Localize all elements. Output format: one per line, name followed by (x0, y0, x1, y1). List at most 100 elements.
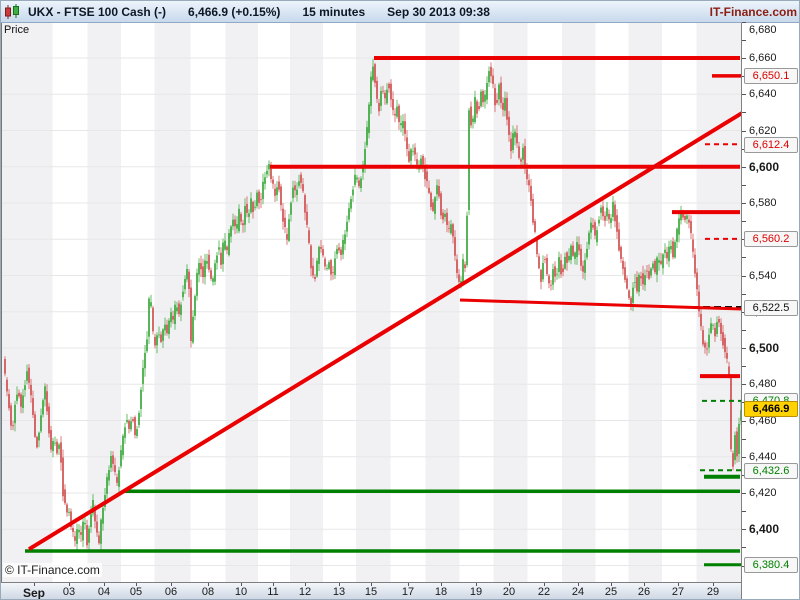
time-tick (611, 583, 612, 586)
time-tick (678, 583, 679, 586)
price-tick (742, 203, 746, 204)
price-tick (742, 221, 746, 223)
price-tick (742, 420, 746, 422)
price-badge-6,522.5: 6,522.5 (744, 299, 798, 316)
candlestick-canvas (2, 23, 742, 582)
time-tick (408, 583, 409, 586)
price-axis: 6,3806,4006,4206,4406,4606,4806,5006,520… (741, 21, 799, 599)
candlestick-icon (4, 3, 22, 20)
price-axis-label: 6,620 (749, 124, 777, 137)
price-axis-label: 6,580 (749, 197, 777, 209)
price-axis-label: 6,400 (749, 522, 780, 537)
time-tick (578, 583, 579, 586)
time-axis-label: 19 (469, 586, 483, 598)
time-axis-label: 18 (434, 586, 448, 598)
descending-trendline (459, 298, 742, 311)
time-tick (171, 583, 172, 586)
time-tick (104, 583, 105, 586)
time-tick (544, 583, 545, 586)
price-tick (742, 112, 746, 114)
time-tick (371, 583, 372, 586)
time-axis-label: 12 (298, 586, 312, 598)
price-tick (742, 293, 746, 295)
price-axis-label: 6,660 (749, 52, 777, 64)
time-axis-label: 25 (604, 586, 618, 598)
time-axis-label: 05 (129, 586, 143, 598)
copyright-watermark: © IT-Finance.com (3, 563, 102, 577)
time-axis-label: 26 (637, 586, 651, 598)
price-tick (742, 21, 746, 23)
time-tick (241, 583, 242, 586)
price-badge-6,650.1: 6,650.1 (744, 68, 798, 85)
price-tick (742, 438, 746, 440)
price-tick (742, 456, 746, 458)
time-axis-label: 03 (62, 586, 76, 598)
price-badge-6,380.4: 6,380.4 (744, 557, 798, 574)
price-axis-label: 6,680 (749, 24, 777, 36)
price-axis-label: 6,480 (749, 378, 777, 391)
price-badge-6,466.9: 6,466.9 (744, 400, 798, 417)
time-axis-label: 17 (401, 586, 415, 598)
price-axis-label: 6,640 (749, 88, 777, 101)
brand-label: IT-Finance.com (709, 4, 797, 19)
time-tick (208, 583, 209, 586)
time-axis-label: 15 (364, 586, 378, 598)
price-badge-6,612.4: 6,612.4 (744, 136, 798, 153)
time-tick (136, 583, 137, 586)
price-axis-title: Price (4, 24, 30, 36)
time-tick (34, 583, 35, 586)
last-quote: 6,466.9 (+0.15%) (188, 4, 281, 19)
price-axis-label: 6,420 (749, 487, 777, 499)
time-tick (644, 583, 645, 586)
time-axis-label: 24 (571, 586, 585, 598)
ascending-trendline (27, 110, 742, 551)
price-tick (742, 329, 746, 331)
time-tick (305, 583, 306, 586)
time-axis-label: 11 (267, 586, 279, 598)
price-tick (742, 184, 746, 186)
time-tick (441, 583, 442, 586)
price-axis-label: 6,440 (749, 450, 777, 463)
price-tick (742, 275, 746, 277)
price-badge-6,432.6: 6,432.6 (744, 462, 798, 479)
price-axis-label: 6,500 (749, 341, 780, 355)
price-axis-label: 6,460 (749, 414, 777, 427)
price-badge-6,560.2: 6,560.2 (744, 231, 798, 248)
price-tick (742, 547, 746, 549)
price-tick (742, 130, 746, 132)
time-axis-label: 22 (537, 586, 551, 598)
instrument-title: UKX - FTSE 100 Cash (-) (28, 4, 167, 19)
time-axis-label: 08 (201, 586, 215, 598)
price-axis-label: 6,600 (749, 159, 780, 174)
price-tick (742, 529, 746, 531)
price-tick (742, 257, 746, 259)
time-tick (69, 583, 70, 586)
time-tick (339, 583, 340, 586)
time-tick (713, 583, 714, 586)
time-tick (273, 583, 274, 586)
price-tick (742, 384, 746, 386)
time-axis-label: 13 (332, 586, 346, 598)
price-tick (742, 348, 746, 349)
time-tick (476, 583, 477, 586)
datetime-label: Sep 30 2013 09:38 (387, 4, 490, 19)
price-tick (742, 58, 746, 59)
time-axis-label: 10 (234, 586, 248, 598)
time-axis-label: 29 (706, 586, 720, 598)
price-axis-label: 6,540 (749, 269, 777, 282)
price-tick (742, 166, 746, 168)
chart-plot-area[interactable]: Price © IT-Finance.com (1, 23, 742, 582)
time-axis-label: 06 (164, 586, 178, 598)
time-axis-label: 04 (97, 586, 111, 598)
time-tick (509, 583, 510, 586)
price-tick (742, 493, 746, 494)
time-axis-label: 20 (502, 586, 516, 598)
time-axis-label: 27 (671, 586, 685, 598)
price-tick (742, 366, 746, 368)
time-axis: Sep 03 04 05 06 08 10 11 12 13 15 17 18 19 20 22 24 25 26 2… (1, 582, 741, 600)
time-axis-label: Sep (22, 586, 46, 600)
chart-header: UKX - FTSE 100 Cash (-) 6,466.9 (+0.15%)… (1, 1, 799, 23)
price-tick (742, 511, 746, 513)
price-tick (742, 39, 746, 41)
